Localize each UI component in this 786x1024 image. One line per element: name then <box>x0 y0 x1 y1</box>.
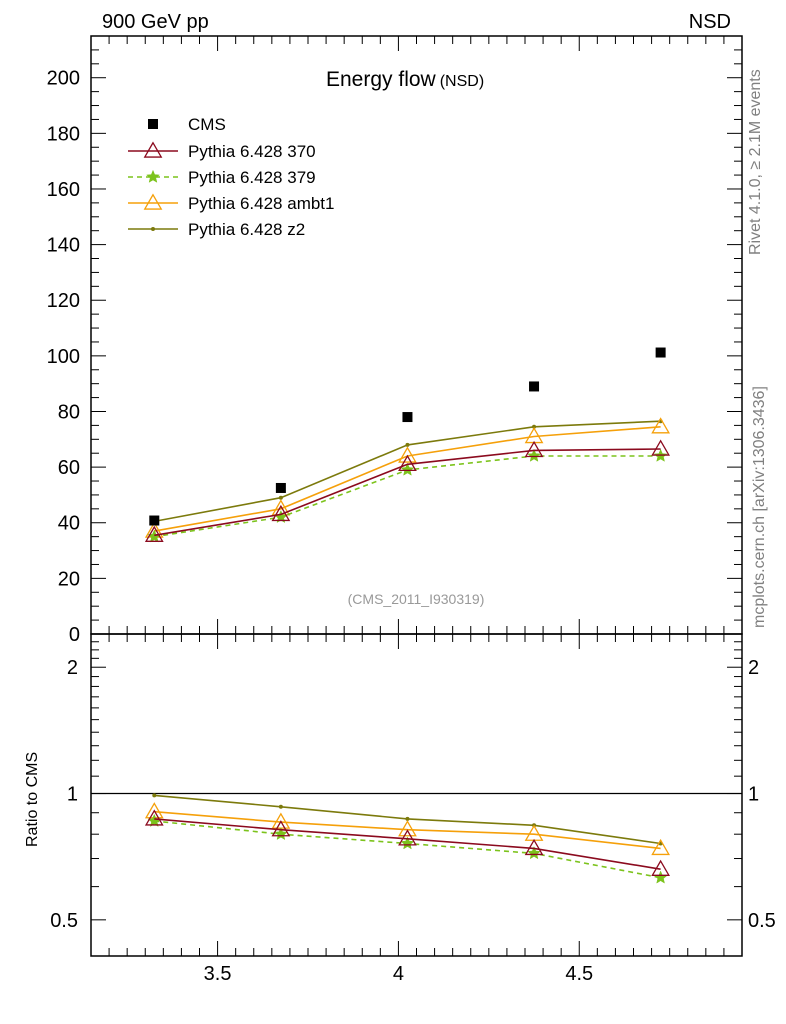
xtick-label: 4 <box>393 963 404 985</box>
legend-marker <box>143 141 163 158</box>
main-ytick-label: 100 <box>47 346 80 368</box>
legend: CMS Pythia 6.428 370 Pythia 6.428 379 Pythi… <box>128 115 334 239</box>
main-ytick-label: 200 <box>47 68 80 90</box>
analysis-id: (CMS_2011_I930319) <box>348 591 485 607</box>
ratio-series-point <box>271 820 291 837</box>
main-ytick-label: 80 <box>58 401 80 423</box>
ratio-ytick-label-left: 1 <box>67 784 78 806</box>
main-plot-marks <box>144 347 671 543</box>
main-series-point <box>144 525 164 542</box>
ratio-series-line <box>154 818 661 870</box>
chart-title-suffix: (NSD) <box>440 73 484 90</box>
main-series-point <box>524 440 544 458</box>
main-ytick-label: 160 <box>47 179 80 201</box>
mcplots-label: mcplots.cern.ch [arXiv:1306.3436] <box>751 386 768 628</box>
ratio-series-point <box>398 829 417 846</box>
legend-marker <box>146 169 160 183</box>
ratio-ytick-label-left: 0.5 <box>50 910 78 932</box>
main-series-line <box>154 426 661 532</box>
main-series-point <box>398 454 417 472</box>
main-ytick-label: 180 <box>47 123 80 145</box>
main-ytick-label: 140 <box>47 235 80 257</box>
main-series-point <box>400 462 415 476</box>
main-series-line <box>154 448 661 537</box>
legend-label: Pythia 6.428 ambt1 <box>188 194 334 213</box>
ratio-series-point <box>653 870 668 884</box>
main-ytick-label: 60 <box>58 457 80 479</box>
legend-marker <box>151 227 155 231</box>
main-series-point <box>398 446 417 463</box>
cms-data-point <box>149 515 160 526</box>
ratio-ytick-label-right: 2 <box>748 657 759 679</box>
header-left: 900 GeV pp <box>102 11 209 33</box>
main-series-point <box>527 448 541 462</box>
main-ytick-label: 0 <box>69 624 80 646</box>
ratio-ytick-label-left: 2 <box>67 657 78 679</box>
ratio-ylabel: Ratio to CMS <box>24 752 41 847</box>
ratio-series-point <box>278 804 283 809</box>
legend-cms-marker <box>148 119 158 129</box>
main-series-point <box>405 442 410 447</box>
cms-data-point <box>275 482 286 493</box>
main-series-point <box>532 424 537 429</box>
ratio-series-point <box>144 809 164 826</box>
ratio-series-point <box>651 838 671 856</box>
main-ytick-label: 120 <box>47 290 80 312</box>
ratio-series-point <box>527 846 541 860</box>
main-ytick-label: 20 <box>58 568 80 590</box>
main-ytick-label: 40 <box>58 513 80 535</box>
legend-label: Pythia 6.428 z2 <box>188 220 305 239</box>
ratio-series-point <box>398 820 417 837</box>
main-series-point <box>278 495 283 500</box>
cms-data-point <box>529 381 540 392</box>
ratio-series-point <box>524 824 544 841</box>
cms-data-point <box>655 347 666 358</box>
ratio-axis-ticks: 3.5 4 4.5 0.5 0.5 1 1 2 2 <box>50 634 776 985</box>
xtick-label: 4.5 <box>565 963 593 985</box>
chart-title: Energy flow (NSD) <box>326 68 484 91</box>
main-series-point <box>651 417 671 434</box>
ratio-ytick-label-right: 0.5 <box>748 910 776 932</box>
ratio-series-point <box>152 793 157 798</box>
ratio-ytick-label-right: 1 <box>748 784 759 806</box>
legend-cms-label: CMS <box>188 115 226 134</box>
ratio-series-point <box>651 859 671 876</box>
xtick-label: 3.5 <box>204 963 232 985</box>
ratio-series-point <box>524 838 544 856</box>
cms-data-point <box>402 412 413 423</box>
main-series-point <box>147 529 162 543</box>
ratio-series-point <box>273 826 288 841</box>
main-series-point <box>651 439 671 456</box>
legend-marker <box>143 193 163 210</box>
ratio-frame <box>90 633 743 957</box>
rivet-label: Rivet 4.1.0, ≥ 2.1M events <box>747 69 764 255</box>
legend-label: Pythia 6.428 370 <box>188 142 316 161</box>
ratio-series-point <box>400 836 415 850</box>
ratio-plot-marks <box>144 793 671 884</box>
chart-title-main: Energy flow <box>326 68 437 91</box>
header-right: NSD <box>689 11 731 33</box>
ratio-series-point <box>405 816 410 821</box>
main-axis-ticks: 0 20 40 60 80 100 120 140 160 180 200 <box>47 36 743 646</box>
main-series-point <box>271 504 291 522</box>
legend-label: Pythia 6.428 379 <box>188 168 316 187</box>
